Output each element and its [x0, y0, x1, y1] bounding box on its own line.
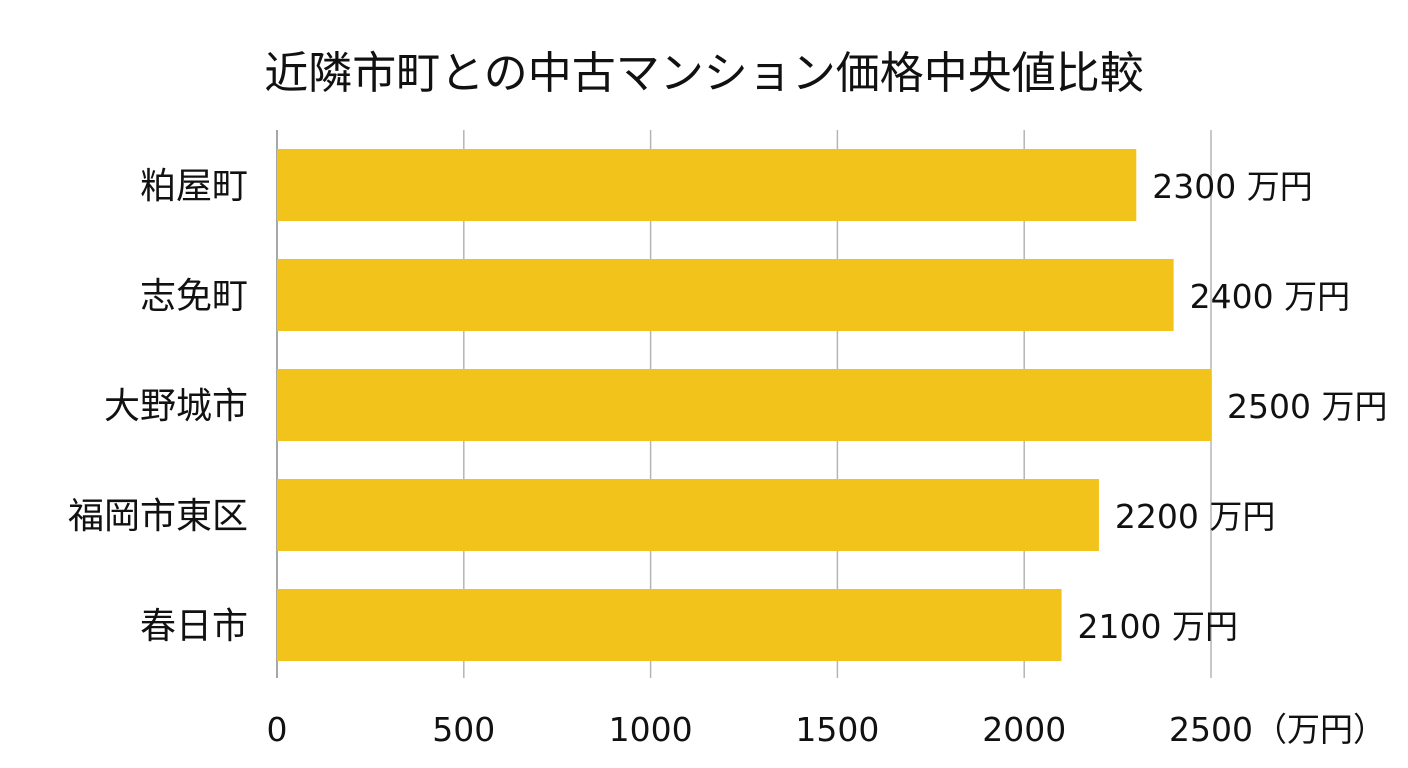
- x-tick-2000: 2000: [982, 710, 1066, 749]
- category-label-5: 春日市: [140, 606, 248, 647]
- bars: [277, 149, 1211, 661]
- value-label-1: 2300 万円: [1152, 167, 1312, 206]
- x-unit-label: （万円）: [1254, 710, 1386, 749]
- chart-title: 近隣市町との中古マンション価格中央値比較: [264, 48, 1144, 99]
- bar-1: [277, 149, 1137, 221]
- value-label-5: 2100 万円: [1078, 607, 1238, 646]
- category-label-4: 福岡市東区: [68, 496, 248, 537]
- value-labels: 2300 万円 2400 万円 2500 万円 2200 万円 2100 万円: [1078, 167, 1388, 646]
- value-label-4: 2200 万円: [1115, 497, 1275, 536]
- bar-4: [277, 479, 1099, 551]
- category-label-3: 大野城市: [104, 386, 248, 427]
- x-tick-2500: 2500: [1169, 710, 1253, 749]
- x-tick-0: 0: [267, 710, 288, 749]
- x-tick-1000: 1000: [609, 710, 693, 749]
- value-label-2: 2400 万円: [1190, 277, 1350, 316]
- bar-2: [277, 259, 1174, 331]
- category-label-1: 粕屋町: [140, 166, 248, 207]
- value-label-3: 2500 万円: [1227, 387, 1387, 426]
- x-tick-500: 500: [432, 710, 495, 749]
- category-label-2: 志免町: [140, 276, 248, 317]
- x-tick-1500: 1500: [795, 710, 879, 749]
- bar-5: [277, 589, 1062, 661]
- bar-3: [277, 369, 1211, 441]
- x-tick-labels: 0 500 1000 1500 2000 2500: [267, 710, 1253, 749]
